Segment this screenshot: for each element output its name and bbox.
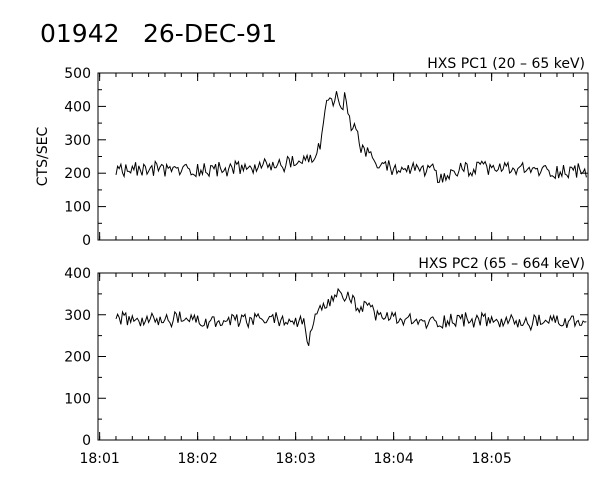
y-tick-label: 200	[64, 166, 91, 182]
y-tick-label: 100	[64, 200, 91, 216]
y-tick-label: 500	[64, 66, 91, 82]
y-tick-label: 300	[64, 133, 91, 149]
y-axis-label: CTS/SEC	[35, 127, 51, 187]
y-tick-label: 400	[64, 266, 91, 282]
x-tick-label: 18:02	[177, 451, 217, 467]
panel-2: 0 100 200 300 400 18:01 18:02 18:03 18:04 18:05 HX…	[64, 256, 589, 467]
event-id-label: 01942	[40, 19, 120, 48]
y-tick-label: 0	[82, 233, 91, 249]
panel-1: 0 100 200 300 400 500 HXS PC1 (20 – 65 keV) CTS…	[35, 56, 589, 249]
x-tick-label: 18:01	[79, 451, 119, 467]
x-tick-label: 18:05	[471, 451, 511, 467]
x-tick-label: 18:03	[275, 451, 315, 467]
panel-title: HXS PC2 (65 – 664 keV)	[418, 256, 585, 272]
y-tick-label: 0	[82, 433, 91, 449]
series-line	[115, 91, 587, 184]
panels-group: 0 100 200 300 400 500 HXS PC1 (20 – 65 keV) CTS…	[35, 56, 589, 467]
event-date-label: 26-DEC-91	[143, 19, 277, 48]
y-tick-label: 100	[64, 391, 91, 407]
x-tick-label: 18:04	[373, 451, 413, 467]
panel-frame	[97, 72, 589, 241]
y-tick-label: 300	[64, 308, 91, 324]
series-line	[115, 287, 587, 346]
y-tick-label: 400	[64, 99, 91, 115]
panel-title: HXS PC1 (20 – 65 keV)	[427, 56, 585, 72]
y-tick-label: 200	[64, 350, 91, 366]
